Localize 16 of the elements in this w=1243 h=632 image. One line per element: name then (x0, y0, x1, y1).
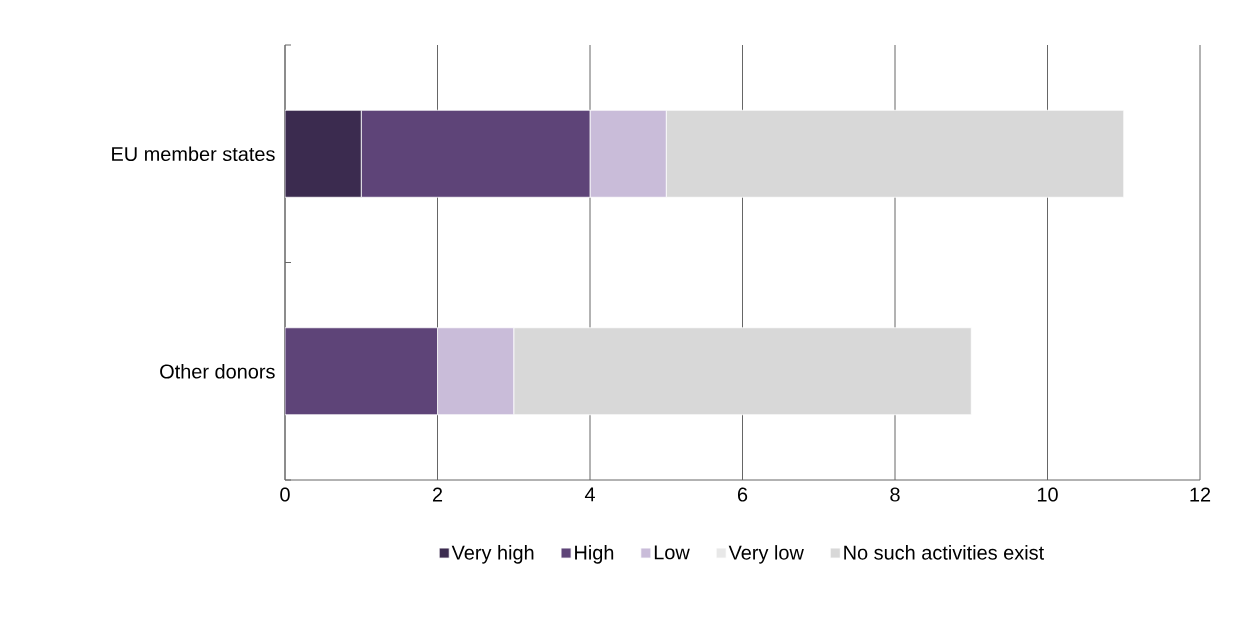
legend-label: Very high (451, 545, 534, 564)
x-tick-label: 12 (1190, 487, 1211, 502)
bar (360, 109, 591, 198)
x-tick-label: 4 (584, 487, 595, 502)
x-tick-label: 10 (1037, 487, 1058, 502)
legend-label: Low (654, 545, 690, 560)
legend-label: Very low (728, 545, 804, 564)
x-tick-label: 0 (280, 487, 290, 502)
x-tick-label: 6 (737, 487, 748, 502)
bar (285, 327, 438, 416)
y-tick-label: EU member states (112, 146, 275, 162)
legend-label: High (575, 545, 614, 564)
legend-label: No such activities exist (844, 545, 1045, 560)
x-tick-label: 8 (890, 487, 900, 502)
y-tick-label: Other donors (160, 363, 275, 379)
x-tick-label: 2 (432, 487, 443, 502)
